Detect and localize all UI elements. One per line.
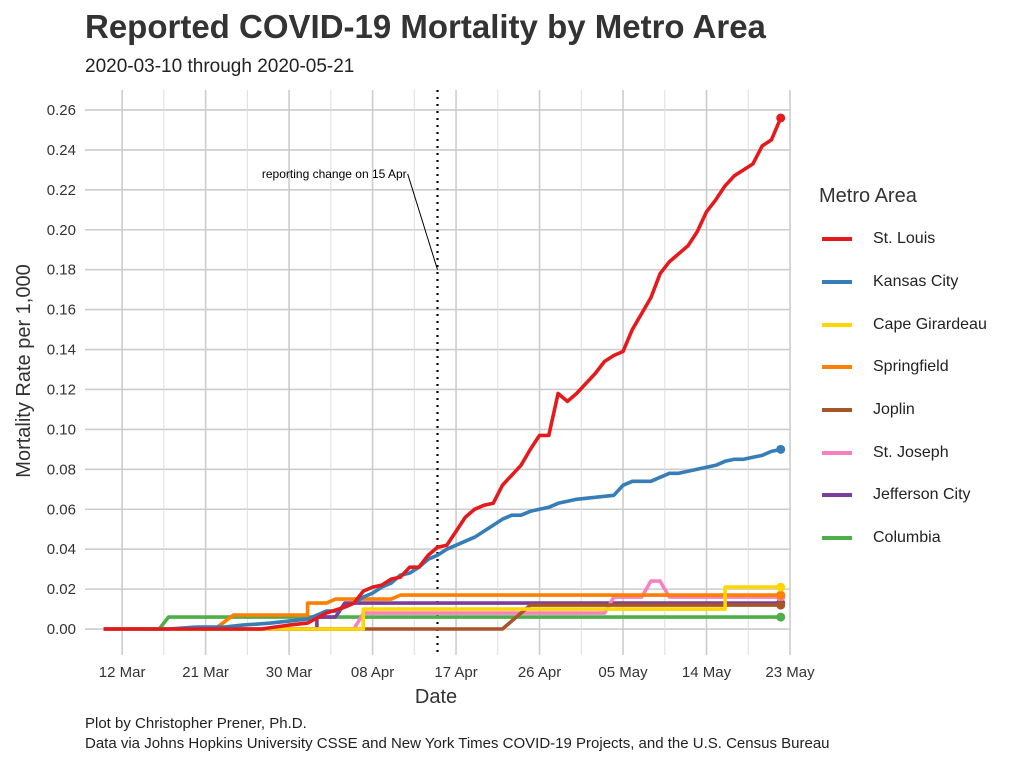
- y-axis-label: Mortality Rate per 1,000: [13, 264, 35, 477]
- series-endpoint-springfield: [776, 590, 786, 600]
- x-tick-label: 30 Mar: [266, 664, 313, 681]
- legend-swatch: [822, 450, 852, 455]
- legend-label: Springfield: [873, 358, 949, 376]
- legend-label: St. Louis: [873, 230, 936, 248]
- legend-label: Jefferson City: [873, 486, 971, 504]
- y-tick-label: 0.16: [47, 302, 76, 319]
- legend-label: Cape Girardeau: [873, 315, 987, 333]
- legend-label: Kansas City: [873, 273, 959, 291]
- x-tick-label: 14 May: [682, 664, 732, 681]
- legend-swatch: [822, 408, 852, 413]
- y-tick-label: 0.12: [47, 381, 76, 398]
- y-tick-label: 0.22: [47, 182, 76, 199]
- x-tick-label: 05 May: [598, 664, 648, 681]
- y-tick-label: 0.00: [47, 621, 76, 638]
- legend: St. Louis Kansas City Cape Girardeau Spring…: [822, 218, 987, 560]
- legend-swatch: [822, 280, 852, 285]
- chart-title: Reported COVID-19 Mortality by Metro Are…: [85, 8, 766, 45]
- y-tick-label: 0.06: [47, 501, 76, 518]
- legend-item: Cape Girardeau: [822, 303, 987, 346]
- series-lines: [103, 113, 786, 631]
- series-endpoint-cape-girardeau: [776, 582, 786, 592]
- series-endpoint-columbia: [776, 612, 786, 622]
- x-tick-label: 17 Apr: [434, 664, 477, 681]
- y-tick-label: 0.20: [47, 222, 76, 239]
- legend-item: St. Joseph: [822, 431, 987, 474]
- y-tick-label: 0.10: [47, 421, 76, 438]
- legend-swatch: [822, 493, 852, 498]
- x-tick-labels: 12 Mar 21 Mar 30 Mar 08 Apr 17 Apr 26 Apr 05 M…: [99, 664, 815, 681]
- y-tick-label: 0.08: [47, 461, 76, 478]
- legend-item: St. Louis: [822, 218, 987, 261]
- annotation-text: reporting change on 15 Apr: [262, 167, 407, 181]
- y-tick-label: 0.02: [47, 581, 76, 598]
- series-line-st-joseph: [103, 579, 781, 631]
- legend-item: Springfield: [822, 346, 987, 389]
- legend-label: Joplin: [873, 401, 915, 419]
- caption-author: Plot by Christopher Prener, Ph.D.: [85, 715, 307, 732]
- series-endpoint-kansas-city: [776, 444, 786, 454]
- legend-item: Joplin: [822, 389, 987, 432]
- chart-subtitle: 2020-03-10 through 2020-05-21: [85, 56, 355, 77]
- legend-swatch: [822, 237, 852, 242]
- legend-label: Columbia: [873, 529, 941, 547]
- series-line-cape-girardeau: [103, 585, 781, 631]
- x-tick-label: 12 Mar: [99, 664, 146, 681]
- y-tick-label: 0.14: [47, 342, 76, 359]
- legend-label: St. Joseph: [873, 443, 949, 461]
- y-tick-label: 0.04: [47, 541, 76, 558]
- caption-sources: Data via Johns Hopkins University CSSE a…: [85, 735, 830, 752]
- legend-swatch: [822, 536, 852, 541]
- x-tick-label: 23 May: [765, 664, 815, 681]
- legend-item: Kansas City: [822, 261, 987, 304]
- legend-swatch: [822, 322, 852, 327]
- series-line-springfield: [103, 593, 781, 631]
- series-endpoint-st-louis: [776, 113, 786, 123]
- annotation-group: reporting change on 15 Apr: [262, 90, 439, 655]
- legend-item: Columbia: [822, 517, 987, 560]
- annotation-pointer: [407, 173, 438, 270]
- y-tick-label: 0.24: [47, 142, 76, 159]
- x-tick-label: 26 Apr: [518, 664, 561, 681]
- legend-title: Metro Area: [819, 185, 917, 207]
- series-endpoint-joplin: [776, 600, 786, 610]
- x-tick-label: 21 Mar: [182, 664, 229, 681]
- y-tick-label: 0.26: [47, 102, 76, 119]
- series-line-st-louis: [103, 117, 783, 631]
- legend-swatch: [822, 365, 852, 370]
- legend-item: Jefferson City: [822, 474, 987, 517]
- x-tick-label: 08 Apr: [351, 664, 394, 681]
- y-tick-labels: 0.00 0.02 0.04 0.06 0.08 0.10 0.12 0.14 0.16 0.18…: [47, 102, 76, 638]
- y-tick-label: 0.18: [47, 262, 76, 279]
- x-axis-label: Date: [415, 686, 457, 708]
